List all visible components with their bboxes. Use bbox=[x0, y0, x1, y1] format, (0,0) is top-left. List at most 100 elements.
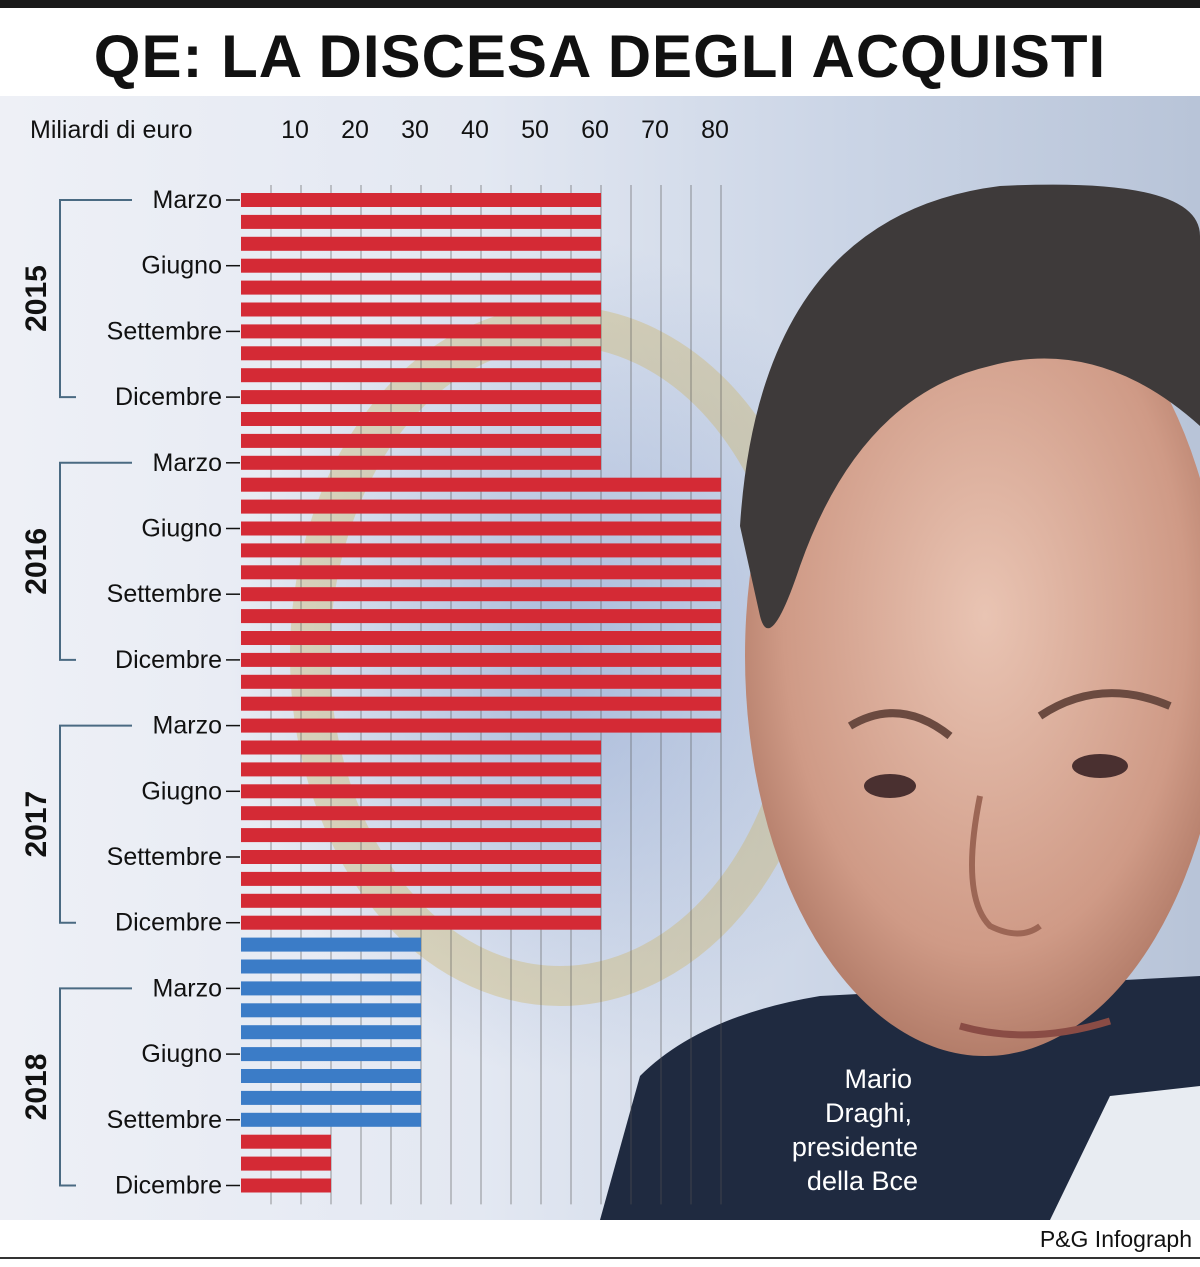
photo-caption: Mario Draghi, presidente della Bce bbox=[792, 1064, 918, 1196]
bar bbox=[241, 236, 601, 251]
bars bbox=[241, 193, 721, 1193]
caption-line: della Bce bbox=[807, 1166, 918, 1196]
bar bbox=[241, 1156, 331, 1171]
bar bbox=[241, 871, 601, 886]
right-eye bbox=[1072, 754, 1128, 778]
bar bbox=[241, 302, 601, 317]
bar bbox=[241, 521, 721, 536]
month-label: Settembre bbox=[107, 580, 222, 608]
bar bbox=[241, 718, 721, 733]
year-bracket bbox=[59, 724, 132, 924]
bar bbox=[241, 981, 421, 996]
x-tick-label: 40 bbox=[461, 116, 489, 144]
shirt-collar-shape bbox=[1050, 1086, 1200, 1220]
bar bbox=[241, 652, 721, 667]
bar bbox=[241, 674, 721, 689]
credit-text: P&G Infograph bbox=[1039, 1226, 1192, 1252]
bar bbox=[241, 1178, 331, 1193]
bar bbox=[241, 324, 601, 339]
month-label: Marzo bbox=[153, 449, 222, 477]
hair-shape bbox=[740, 184, 1200, 629]
bar bbox=[241, 850, 601, 864]
year-label: 2015 bbox=[20, 265, 53, 332]
month-label: Giugno bbox=[141, 515, 222, 543]
caption-line: Draghi, bbox=[825, 1098, 912, 1128]
bottom-rule bbox=[0, 1257, 1200, 1259]
bar bbox=[241, 214, 601, 229]
bar bbox=[241, 696, 721, 711]
chart-title: QE: LA DISCESA DEGLI ACQUISTI bbox=[93, 23, 1107, 90]
x-tick-label: 10 bbox=[281, 116, 309, 144]
bar bbox=[241, 609, 721, 624]
bar bbox=[241, 1134, 331, 1149]
right-eyebrow bbox=[1037, 689, 1172, 720]
month-label: Marzo bbox=[153, 974, 222, 1002]
bar bbox=[241, 1090, 421, 1105]
month-label: Marzo bbox=[153, 712, 222, 740]
month-label: Dicembre bbox=[115, 383, 222, 411]
bar bbox=[241, 587, 721, 602]
bar bbox=[241, 543, 721, 558]
top-rule bbox=[0, 0, 1200, 8]
bar bbox=[241, 346, 601, 361]
year-bracket bbox=[59, 987, 132, 1187]
month-label: Giugno bbox=[141, 252, 222, 280]
bar bbox=[241, 193, 601, 207]
month-label: Dicembre bbox=[115, 1172, 222, 1200]
bar bbox=[241, 915, 601, 930]
year-label: 2018 bbox=[20, 1054, 53, 1121]
caption-line: Mario bbox=[844, 1064, 912, 1094]
bar bbox=[241, 806, 601, 821]
face-shape bbox=[745, 256, 1200, 1056]
bar bbox=[241, 390, 601, 405]
month-label: Settembre bbox=[107, 317, 222, 345]
x-tick-label: 20 bbox=[341, 116, 369, 144]
x-tick-label: 50 bbox=[521, 116, 549, 144]
left-eyebrow bbox=[847, 709, 953, 740]
chart-svg: 10 20 30 40 50 60 70 80 Marzo Giugno Settembre Dic… bbox=[20, 116, 1200, 1220]
month-label: Settembre bbox=[107, 843, 222, 871]
x-tick-label: 80 bbox=[701, 116, 729, 144]
bar bbox=[241, 258, 601, 273]
unit-label: Miliardi di euro bbox=[30, 116, 193, 144]
bar bbox=[241, 565, 721, 580]
bar bbox=[241, 959, 421, 974]
bar bbox=[241, 433, 601, 448]
bar bbox=[241, 784, 601, 799]
x-tick-label: 60 bbox=[581, 116, 609, 144]
month-label: Dicembre bbox=[115, 646, 222, 674]
x-tick-label: 30 bbox=[401, 116, 429, 144]
x-tick-label: 70 bbox=[641, 116, 669, 144]
x-ticks: 10 20 30 40 50 60 70 80 bbox=[281, 116, 729, 144]
bar bbox=[241, 1025, 421, 1040]
bar bbox=[241, 937, 421, 952]
bar bbox=[241, 455, 601, 470]
bar bbox=[241, 1069, 421, 1083]
bar bbox=[241, 762, 601, 777]
nose bbox=[969, 795, 1042, 937]
bar bbox=[241, 499, 721, 514]
month-label: Marzo bbox=[153, 186, 222, 214]
year-bracket bbox=[59, 461, 132, 661]
year-label: 2016 bbox=[20, 528, 53, 595]
bar bbox=[241, 1047, 421, 1062]
bar bbox=[241, 477, 721, 492]
left-eye bbox=[864, 774, 916, 798]
bar bbox=[241, 280, 601, 295]
month-label: Settembre bbox=[107, 1106, 222, 1134]
y-labels: Marzo Giugno Settembre Dicembre 2015 Marzo Giu… bbox=[20, 186, 240, 1200]
month-label: Giugno bbox=[141, 777, 222, 805]
year-label: 2017 bbox=[20, 791, 53, 858]
year-bracket bbox=[59, 199, 132, 399]
bar bbox=[241, 828, 601, 843]
bar bbox=[241, 1112, 421, 1127]
bar bbox=[241, 740, 601, 755]
bar bbox=[241, 893, 601, 908]
mouth bbox=[959, 1017, 1112, 1039]
caption-line: presidente bbox=[792, 1132, 918, 1162]
bar bbox=[241, 412, 601, 426]
bar bbox=[241, 1003, 421, 1018]
month-label: Giugno bbox=[141, 1040, 222, 1068]
month-label: Dicembre bbox=[115, 909, 222, 937]
bar bbox=[241, 368, 601, 383]
